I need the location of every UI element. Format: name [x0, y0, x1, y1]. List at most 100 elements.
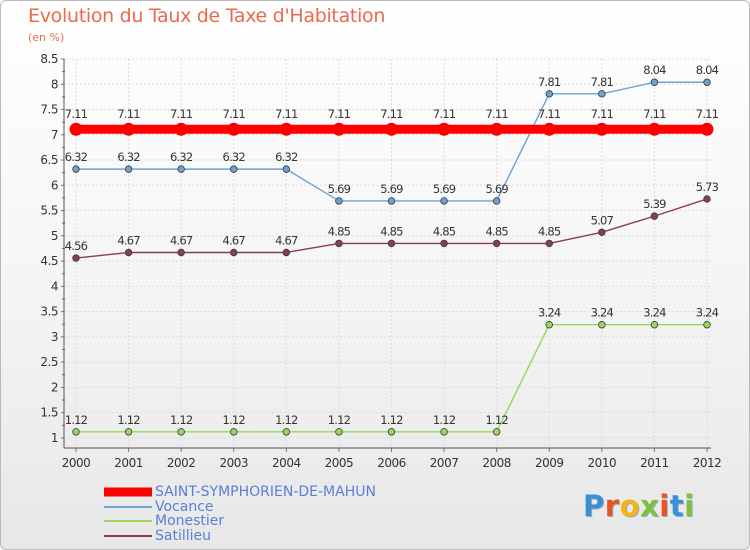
data-point: [440, 428, 448, 436]
data-label: 3.24: [643, 306, 666, 320]
data-point: [385, 122, 398, 136]
data-point: [545, 239, 553, 248]
data-label: 7.11: [117, 107, 140, 121]
data-point: [387, 197, 396, 205]
x-tick-label: 2002: [167, 456, 196, 470]
data-point: [124, 165, 133, 173]
data-point: [437, 122, 451, 136]
y-tick-label: 7: [51, 128, 58, 142]
data-label: 4.85: [433, 224, 456, 238]
data-point: [282, 428, 291, 436]
legend-swatch: [104, 520, 152, 523]
data-label: 5.69: [380, 182, 403, 196]
x-tick-label: 2001: [114, 456, 143, 470]
data-point: [650, 212, 659, 220]
y-tick-label: 4.5: [40, 254, 58, 268]
y-tick-label: 6.5: [40, 153, 58, 167]
data-point: [279, 122, 293, 136]
series-3: [72, 195, 711, 262]
x-tick-label: 2010: [588, 456, 617, 470]
x-tick-label: 2000: [62, 456, 91, 470]
data-label: 7.11: [433, 107, 456, 121]
data-label: 5.69: [485, 182, 508, 196]
data-point: [387, 239, 396, 248]
data-point: [332, 122, 346, 136]
data-point: [174, 122, 188, 136]
data-point: [282, 165, 291, 173]
data-point: [177, 248, 185, 257]
y-tick-label: 1.5: [40, 406, 58, 420]
data-label: 1.12: [223, 413, 246, 427]
y-tick-label: 4: [51, 279, 58, 293]
data-label: 4.67: [275, 233, 298, 247]
data-label: 4.67: [223, 233, 246, 247]
data-label: 3.24: [591, 306, 614, 320]
data-point: [703, 195, 711, 203]
logo-letter: i: [659, 489, 670, 523]
data-label: 7.11: [328, 107, 351, 121]
data-label: 5.07: [591, 213, 614, 227]
data-label: 1.12: [170, 413, 193, 427]
y-tick-label: 3: [51, 330, 58, 344]
data-point: [227, 122, 241, 136]
data-label: 5.69: [433, 182, 456, 196]
y-tick-label: 7.5: [40, 103, 58, 117]
y-tick-label: 2.5: [40, 355, 58, 369]
data-point: [650, 78, 659, 86]
data-point: [335, 428, 343, 436]
data-point: [703, 78, 711, 86]
data-label: 1.12: [117, 413, 140, 427]
logo-letter: x: [640, 489, 660, 523]
x-tick-label: 2012: [693, 456, 722, 470]
data-label: 1.12: [328, 413, 351, 427]
data-label: 8.04: [696, 63, 719, 77]
data-point: [282, 248, 291, 257]
data-label: 4.85: [380, 224, 403, 238]
data-label: 1.12: [485, 413, 508, 427]
data-point: [647, 122, 661, 136]
legend-swatch: [104, 505, 152, 508]
series-2: [72, 321, 711, 436]
data-label: 1.12: [433, 413, 456, 427]
data-point: [492, 239, 501, 248]
data-point: [72, 254, 80, 262]
data-label: 7.81: [591, 75, 614, 89]
data-point: [230, 428, 238, 436]
data-point: [492, 428, 501, 436]
legend-label: Monestier: [155, 513, 225, 529]
data-point: [598, 90, 606, 98]
x-tick-label: 2009: [535, 456, 564, 470]
data-label: 5.69: [328, 182, 351, 196]
data-label: 1.12: [275, 413, 298, 427]
y-tick-label: 8.5: [40, 52, 58, 66]
data-label: 6.32: [117, 150, 140, 164]
data-point: [700, 122, 714, 136]
data-label: 6.32: [65, 150, 88, 164]
data-label: 6.32: [275, 150, 298, 164]
data-label: 4.85: [328, 224, 351, 238]
x-tick-label: 2008: [482, 456, 511, 470]
data-point: [124, 248, 133, 257]
data-point: [598, 321, 606, 329]
data-point: [335, 197, 343, 205]
data-point: [492, 197, 501, 205]
y-tick-label: 6: [51, 178, 58, 192]
y-tick-label: 8: [51, 77, 58, 91]
data-label: 7.81: [538, 75, 561, 89]
data-label: 4.67: [170, 233, 193, 247]
data-label: 3.24: [538, 306, 561, 320]
data-label: 7.11: [65, 107, 88, 121]
legend-swatch: [104, 534, 152, 537]
data-point: [440, 197, 448, 205]
data-point: [124, 428, 133, 436]
logo-letter: i: [684, 489, 695, 523]
data-point: [595, 122, 609, 136]
x-tick-label: 2004: [272, 456, 301, 470]
data-label: 4.56: [65, 239, 88, 253]
data-point: [490, 122, 504, 136]
series-1: [72, 78, 711, 205]
data-point: [122, 122, 136, 136]
data-label: 7.11: [275, 107, 298, 121]
logo-letter: P: [583, 489, 605, 523]
